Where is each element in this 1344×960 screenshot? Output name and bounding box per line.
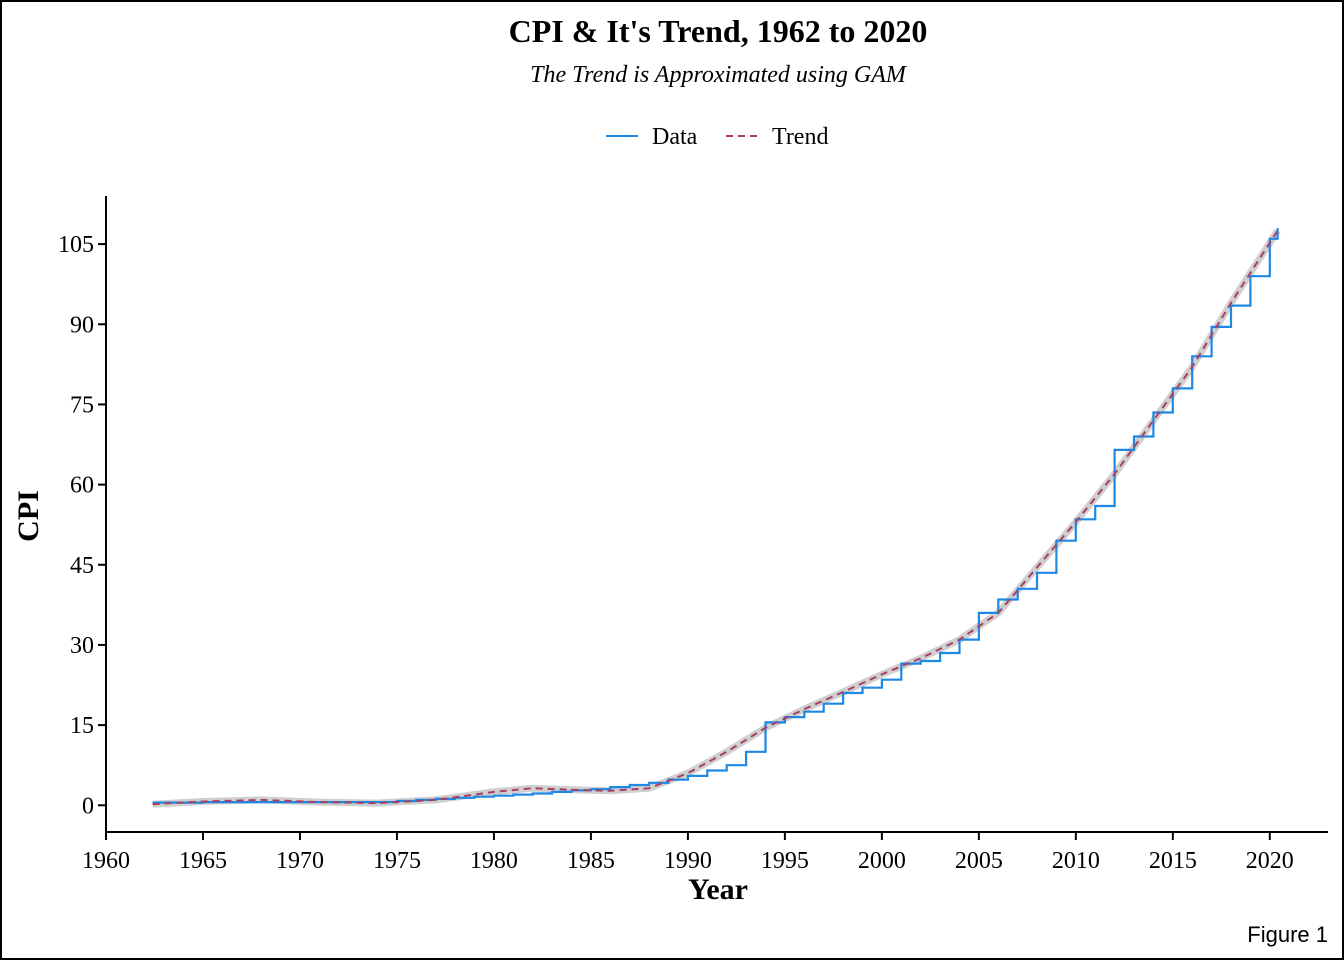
x-tick-label: 2000 — [858, 848, 906, 874]
y-tick-label: 60 — [70, 473, 94, 499]
chart-title: CPI & It's Trend, 1962 to 2020 — [509, 13, 928, 49]
x-axis-label: Year — [688, 873, 748, 906]
series-line-trend — [152, 230, 1279, 806]
x-tick-label: 2015 — [1149, 848, 1197, 874]
x-tick-label: 1980 — [470, 848, 518, 874]
y-tick-label: 30 — [70, 633, 94, 659]
axes — [105, 196, 1328, 833]
y-tick-label: 15 — [70, 713, 94, 739]
legend: Data Trend — [606, 124, 828, 150]
x-tick-label: 1970 — [276, 848, 324, 874]
series-layer — [152, 228, 1281, 808]
x-tick-label: 1985 — [567, 848, 615, 874]
figure-caption: Figure 1 — [1247, 922, 1328, 947]
trend-confidence-band — [152, 228, 1281, 808]
x-tick-label: 2005 — [955, 848, 1003, 874]
x-tick-label: 1975 — [373, 848, 421, 874]
chart-subtitle: The Trend is Approximated using GAM — [530, 62, 908, 88]
series-line-data — [152, 228, 1279, 804]
y-axis-label: CPI — [12, 490, 45, 542]
x-tick-label: 1990 — [664, 848, 712, 874]
x-tick-label: 1960 — [82, 848, 130, 874]
y-tick-label: 0 — [82, 793, 94, 819]
y-tick-label: 75 — [70, 392, 94, 418]
x-tick-label: 2010 — [1052, 848, 1100, 874]
legend-label-trend: Trend — [772, 124, 828, 150]
x-tick-label: 2020 — [1246, 848, 1294, 874]
y-tick-label: 90 — [70, 312, 94, 338]
x-tick-label: 1965 — [179, 848, 227, 874]
y-tick-label: 45 — [70, 553, 94, 579]
legend-label-data: Data — [652, 124, 698, 150]
y-tick-label: 105 — [58, 232, 94, 258]
axis-ticks: 1960 1965 1970 1975 1980 1985 1990 1995 2000 2005… — [58, 232, 1294, 874]
x-tick-label: 1995 — [761, 848, 809, 874]
